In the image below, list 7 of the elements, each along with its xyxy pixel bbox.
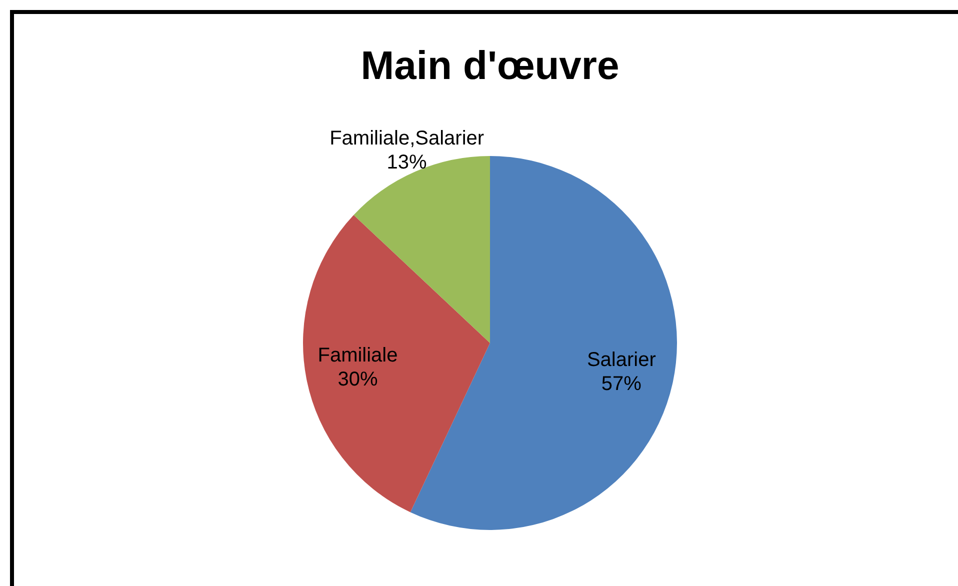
slice-label: Familiale: [318, 344, 398, 367]
data-label: 30%: [338, 368, 378, 391]
data-label: 57%: [601, 372, 642, 395]
chart-title: Main d'œuvre: [360, 44, 620, 88]
data-label: 13%: [386, 151, 428, 174]
slice-label: Familiale,Salarier: [330, 127, 484, 150]
slice-label: Salarier: [586, 348, 656, 371]
